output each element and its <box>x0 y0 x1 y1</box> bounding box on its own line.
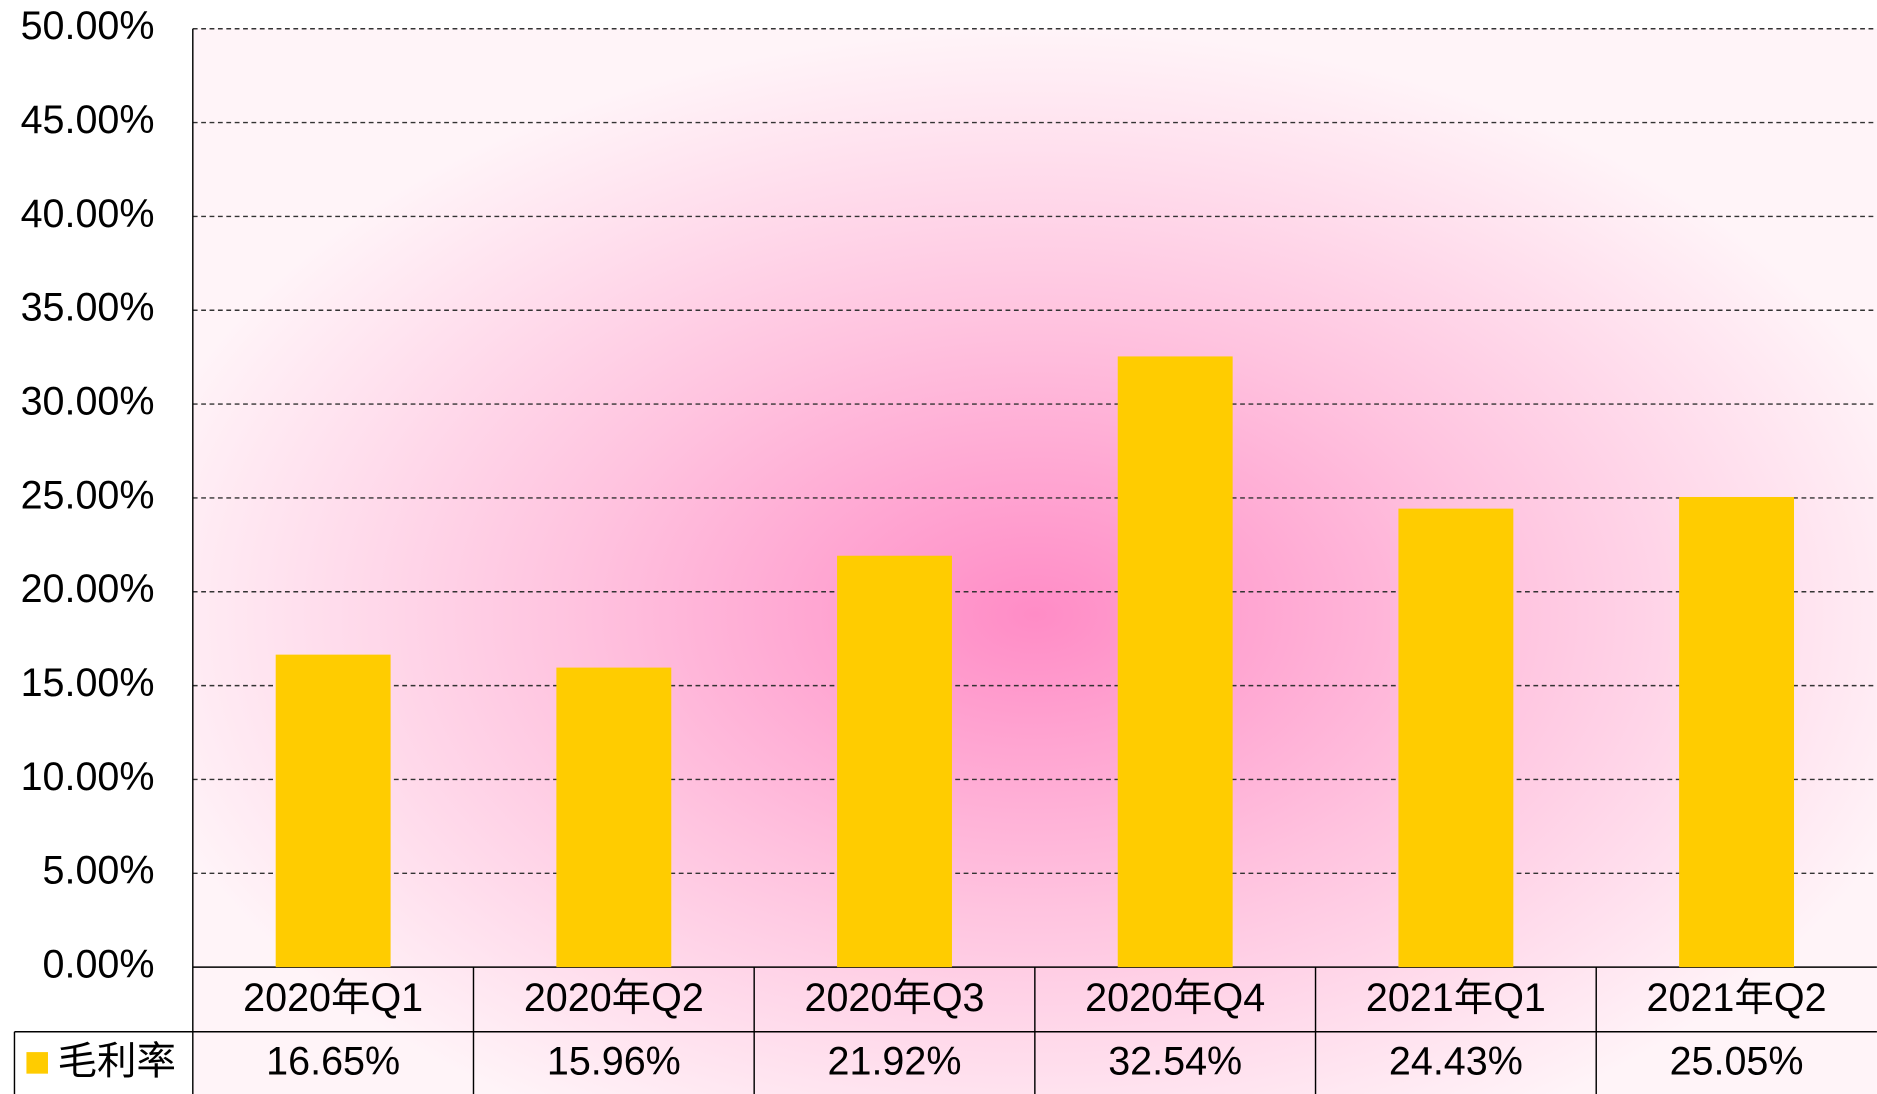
table-value: 16.65% <box>266 1040 400 1084</box>
x-tick-label: 2021年Q2 <box>1647 976 1827 1020</box>
y-tick-label: 45.00% <box>21 98 155 142</box>
x-tick-label: 2020年Q3 <box>805 976 985 1020</box>
plot-background <box>192 28 1877 1094</box>
table-value: 25.05% <box>1670 1040 1804 1084</box>
x-tick-label: 2021年Q1 <box>1366 976 1546 1020</box>
y-tick-label: 15.00% <box>21 661 155 705</box>
y-tick-label: 50.00% <box>21 4 155 48</box>
y-tick-label: 20.00% <box>21 567 155 611</box>
y-tick-label: 10.00% <box>21 755 155 799</box>
bar <box>837 555 952 968</box>
bar <box>556 667 672 968</box>
table-value: 21.92% <box>828 1040 962 1084</box>
y-tick-label: 25.00% <box>21 473 155 517</box>
legend-swatch <box>26 1052 48 1074</box>
y-tick-label: 40.00% <box>21 192 155 236</box>
y-tick-label: 30.00% <box>21 380 155 424</box>
x-tick-label: 2020年Q2 <box>524 976 704 1020</box>
x-tick-label: 2020年Q1 <box>243 976 423 1020</box>
bar <box>1117 356 1233 968</box>
legend-label: 毛利率 <box>58 1040 176 1084</box>
bar <box>1398 508 1514 968</box>
bar <box>1679 496 1795 968</box>
y-tick-label: 35.00% <box>21 286 155 330</box>
bar <box>275 654 391 968</box>
y-tick-label: 0.00% <box>43 943 155 987</box>
x-tick-label: 2020年Q4 <box>1085 976 1265 1020</box>
table-value: 15.96% <box>547 1040 681 1084</box>
y-tick-label: 5.00% <box>43 849 155 893</box>
table-value: 24.43% <box>1389 1040 1523 1084</box>
table-value: 32.54% <box>1108 1040 1242 1084</box>
